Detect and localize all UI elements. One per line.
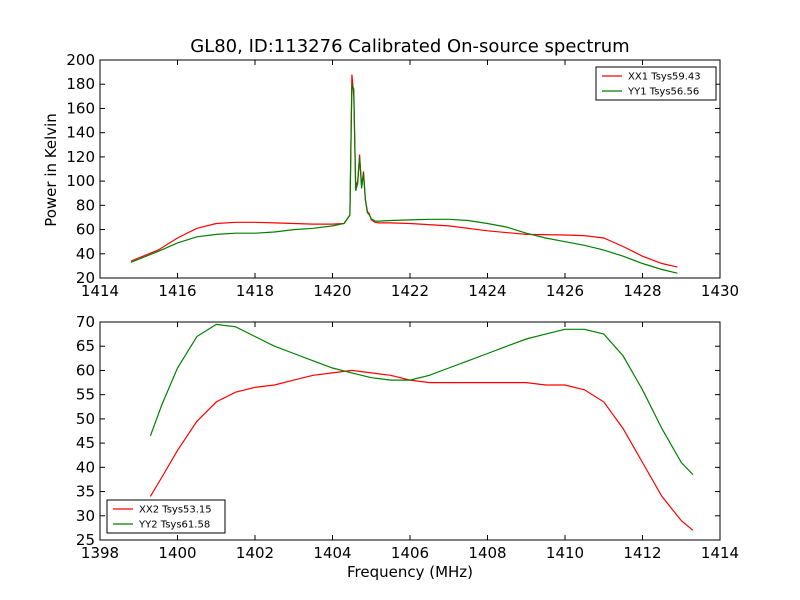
x-tick-label: 1416	[158, 282, 196, 300]
x-tick-label: 1426	[546, 282, 584, 300]
x-tick-label: 1408	[468, 544, 506, 562]
y-tick-label: 45	[76, 434, 95, 452]
x-tick-label: 1400	[158, 544, 196, 562]
y-tick-label: 30	[76, 507, 95, 525]
y-tick-label: 40	[76, 245, 95, 263]
chart-title: GL80, ID:113276 Calibrated On-source spe…	[190, 36, 629, 57]
x-tick-label: 1410	[546, 544, 584, 562]
x-tick-label: 1414	[81, 282, 119, 300]
series-line-2	[130, 83, 678, 274]
x-tick-label: 1414	[701, 544, 739, 562]
y-tick-label: 40	[76, 458, 95, 476]
legend-entry: YY2 Tsys61.58	[138, 520, 210, 531]
x-tick-label: 1418	[236, 282, 274, 300]
x-tick-label: 1422	[391, 282, 429, 300]
y-tick-label: 60	[76, 221, 95, 239]
x-tick-label: 1430	[701, 282, 739, 300]
y-axis-label: Power in Kelvin	[42, 113, 60, 227]
y-tick-label: 35	[76, 483, 95, 501]
y-tick-label: 25	[76, 531, 95, 549]
y-tick-label: 160	[66, 99, 95, 117]
y-tick-label: 120	[66, 148, 95, 166]
legend-box	[595, 66, 717, 101]
legend-entry: XX2 Tsys53.15	[139, 505, 212, 516]
y-tick-label: 180	[66, 75, 95, 93]
top-plot: 1414 1416 1418 1420 1422 1424 1426 1428 1430 20 40…	[66, 51, 739, 300]
y-tick-label: 50	[76, 410, 95, 428]
y-tick-label: 200	[66, 51, 95, 69]
y-tick-label: 140	[66, 124, 95, 142]
y-tick-label: 55	[76, 386, 95, 404]
legend-box	[106, 499, 226, 534]
y-tick-label: 100	[66, 172, 95, 190]
legend-entry: YY1 Tsys56.56	[627, 87, 699, 98]
y-tick-label: 65	[76, 337, 95, 355]
x-tick-label: 1406	[391, 544, 429, 562]
x-tick-label: 1428	[623, 282, 661, 300]
x-tick-label: 1402	[236, 544, 274, 562]
y-tick-label: 60	[76, 361, 95, 379]
y-tick-label: 20	[76, 269, 95, 287]
x-tick-label: 1404	[313, 544, 351, 562]
series-line-1	[149, 369, 694, 531]
bottom-plot: 1398 1400 1402 1404 1406 1408 1410 1412 1414 25 30…	[76, 313, 739, 562]
x-axis-label: Frequency (MHz)	[347, 563, 473, 581]
series-line-2	[149, 323, 694, 476]
x-tick-label: 1424	[468, 282, 506, 300]
x-tick-label: 1412	[623, 544, 661, 562]
legend-entry: XX1 Tsys59.43	[628, 72, 701, 83]
y-tick-label: 70	[76, 313, 95, 331]
x-tick-label: 1420	[313, 282, 351, 300]
x-tick-label: 1398	[81, 544, 119, 562]
y-tick-label: 80	[76, 196, 95, 214]
